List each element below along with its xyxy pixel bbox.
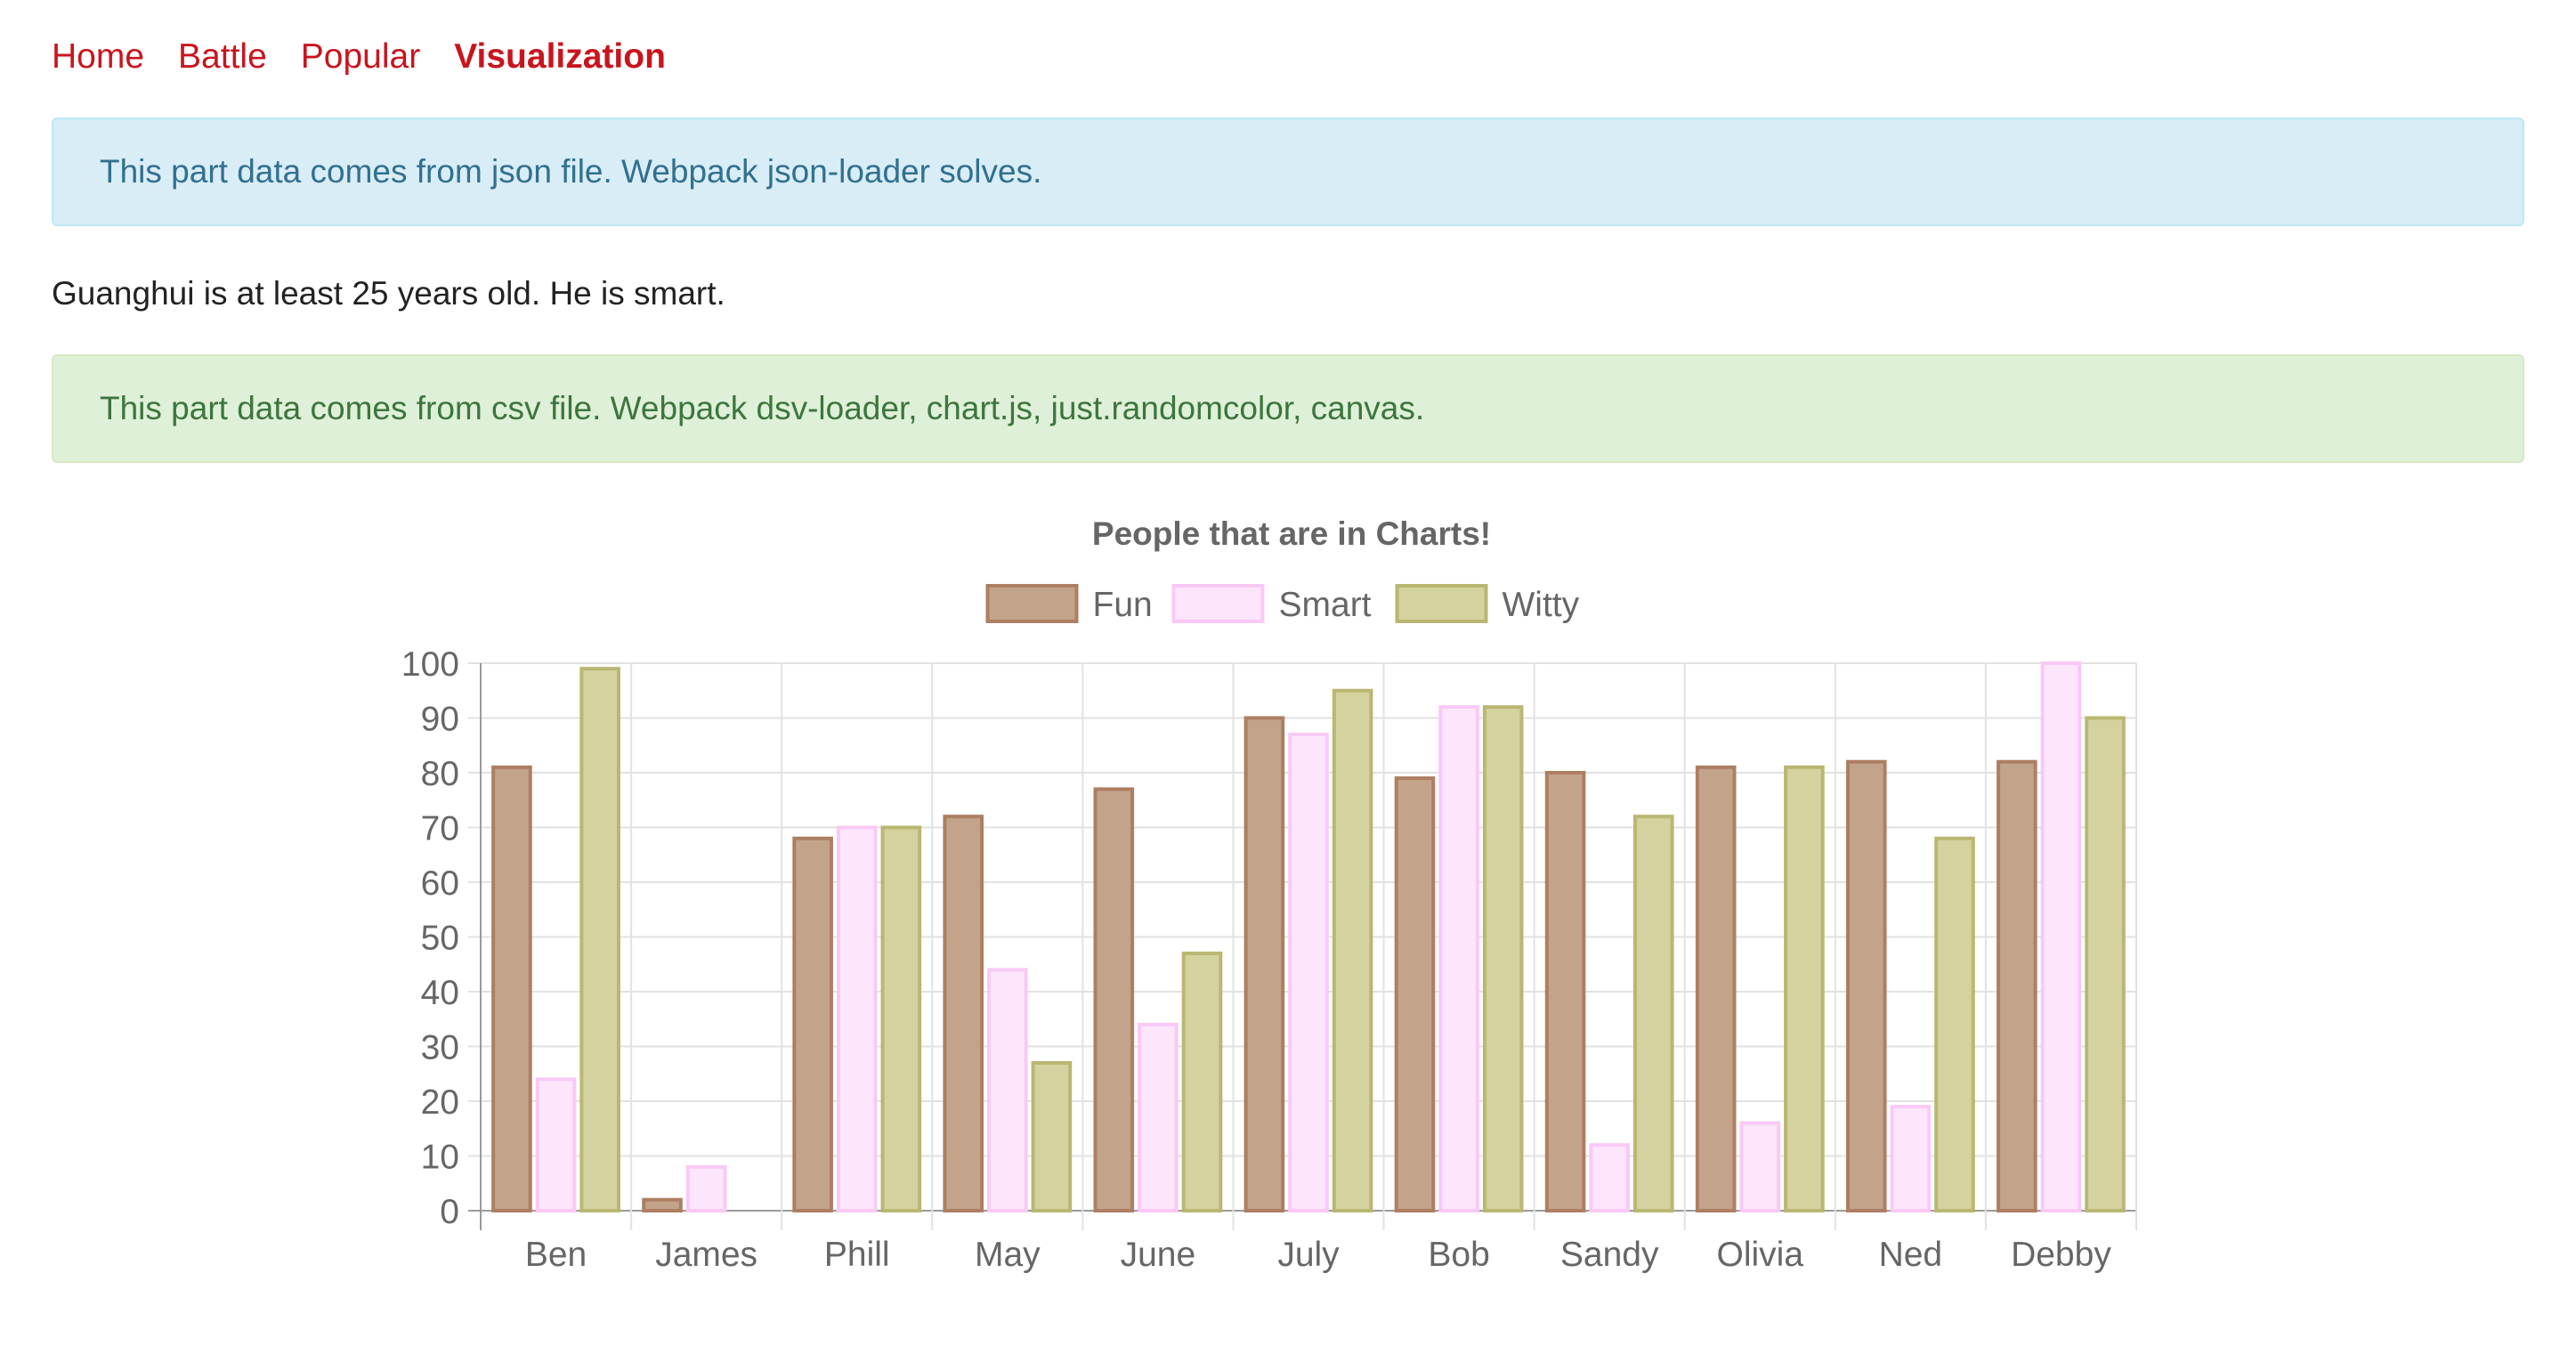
bar-smart-phill[interactable] — [836, 825, 878, 1212]
legend-label-fun[interactable]: Fun — [1093, 586, 1153, 624]
chart-title: People that are in Charts! — [1092, 515, 1491, 552]
bar-witty-phill[interactable] — [880, 825, 922, 1212]
bar-witty-june[interactable] — [1181, 951, 1223, 1212]
bar-fun-james[interactable] — [642, 1197, 683, 1213]
chart-bars — [491, 661, 2126, 1213]
legend-label-smart[interactable]: Smart — [1279, 586, 1372, 624]
y-tick-label: 90 — [421, 701, 459, 739]
y-tick-label: 10 — [421, 1139, 459, 1177]
bar-smart-olivia[interactable] — [1739, 1121, 1781, 1212]
x-category-label: Sandy — [1560, 1236, 1659, 1274]
x-category-label: May — [975, 1236, 1041, 1274]
y-tick-label: 0 — [440, 1193, 459, 1231]
bar-witty-ned[interactable] — [1934, 836, 1975, 1212]
x-category-label: Debby — [2011, 1236, 2111, 1274]
chart-legend: Fun Smart Witty — [985, 584, 1580, 624]
bar-smart-james[interactable] — [685, 1164, 727, 1212]
chart-canvas: People that are in Charts! Fun Smart Witty… — [401, 515, 2137, 1274]
bar-witty-bob[interactable] — [1482, 705, 1524, 1212]
y-tick-label: 50 — [421, 920, 459, 958]
bar-smart-debby[interactable] — [2040, 661, 2082, 1212]
bar-fun-phill[interactable] — [792, 836, 833, 1212]
y-tick-label: 70 — [421, 810, 459, 848]
bar-fun-ben[interactable] — [491, 765, 532, 1212]
bar-fun-ned[interactable] — [1845, 759, 1887, 1212]
x-category-label: June — [1121, 1236, 1196, 1274]
legend-swatch-fun[interactable] — [985, 584, 1079, 623]
bar-fun-may[interactable] — [943, 815, 984, 1212]
csv-success-alert: This part data comes from csv file. Webp… — [52, 354, 2524, 463]
bar-smart-july[interactable] — [1288, 732, 1329, 1212]
x-category-label: Phill — [824, 1236, 890, 1274]
bar-smart-sandy[interactable] — [1589, 1143, 1630, 1213]
y-axis-labels: 0 10 20 30 40 50 60 70 80 90 100 — [401, 645, 459, 1231]
x-category-label: Olivia — [1717, 1236, 1804, 1274]
x-category-label: Ned — [1879, 1236, 1943, 1274]
x-category-label: James — [655, 1236, 757, 1274]
x-category-label: Bob — [1428, 1236, 1489, 1274]
legend-swatch-witty[interactable] — [1395, 584, 1488, 623]
x-category-label: July — [1277, 1236, 1340, 1274]
csv-success-text: This part data comes from csv file. Webp… — [100, 390, 1425, 426]
bar-smart-may[interactable] — [987, 968, 1028, 1213]
nav-popular-link[interactable]: Popular — [300, 37, 421, 76]
x-axis-labels: Ben James Phill May June July Bob Sandy Olivia Ne… — [525, 1236, 2111, 1274]
y-tick-label: 30 — [421, 1029, 459, 1067]
json-info-alert: This part data comes from json file. Web… — [52, 118, 2524, 226]
bar-witty-debby[interactable] — [2085, 716, 2126, 1212]
person-sentence: Guanghui is at least 25 years old. He is… — [52, 275, 725, 312]
bar-witty-olivia[interactable] — [1784, 765, 1825, 1212]
json-info-text: This part data comes from json file. Web… — [100, 153, 1042, 190]
bar-smart-bob[interactable] — [1438, 705, 1479, 1212]
legend-swatch-smart[interactable] — [1171, 584, 1265, 623]
people-bar-chart: People that are in Charts! Fun Smart Witty… — [356, 499, 2225, 1300]
bar-fun-sandy[interactable] — [1544, 771, 1586, 1212]
bar-witty-july[interactable] — [1332, 688, 1373, 1212]
bar-witty-may[interactable] — [1031, 1060, 1073, 1213]
bar-fun-bob[interactable] — [1394, 776, 1436, 1212]
legend-label-witty[interactable]: Witty — [1503, 586, 1580, 624]
y-tick-label: 60 — [421, 864, 459, 903]
y-tick-label: 100 — [401, 645, 459, 684]
top-nav: Home Battle Popular Visualization — [52, 32, 666, 82]
bar-fun-debby[interactable] — [1997, 759, 2037, 1212]
x-category-label: Ben — [525, 1236, 587, 1274]
bar-smart-ned[interactable] — [1890, 1105, 1932, 1213]
bar-smart-ben[interactable] — [535, 1077, 577, 1213]
nav-visualization-link[interactable]: Visualization — [454, 37, 666, 76]
bar-fun-july[interactable] — [1243, 716, 1285, 1212]
bar-fun-june[interactable] — [1093, 787, 1135, 1212]
y-tick-label: 20 — [421, 1083, 459, 1122]
y-tick-label: 40 — [421, 974, 459, 1012]
bar-witty-ben[interactable] — [579, 667, 620, 1212]
y-tick-label: 80 — [421, 755, 459, 793]
bar-witty-sandy[interactable] — [1632, 815, 1674, 1212]
nav-battle-link[interactable]: Battle — [178, 37, 267, 76]
bar-fun-olivia[interactable] — [1695, 765, 1737, 1212]
nav-home-link[interactable]: Home — [52, 37, 145, 76]
bar-smart-june[interactable] — [1138, 1022, 1179, 1213]
